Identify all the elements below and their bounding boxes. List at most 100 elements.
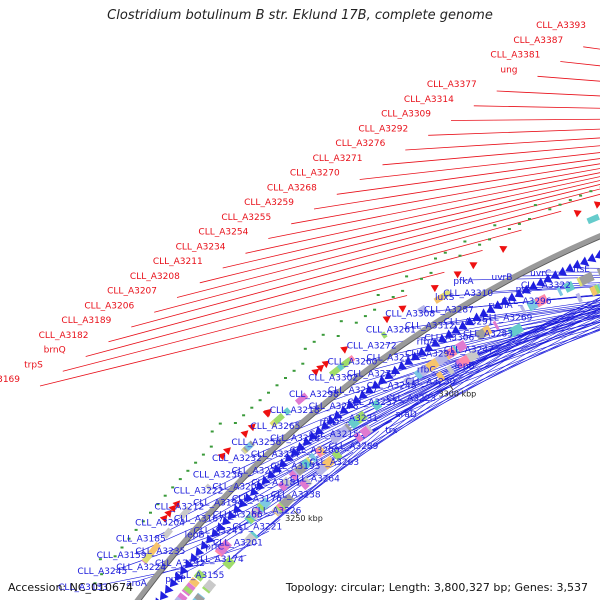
feature-block [344,423,353,432]
outer-leader-line [405,137,600,151]
inner-gene-label: ftsE [573,265,590,275]
inner-leader-line [423,293,600,313]
cds-arrow [507,292,517,302]
inner-leader-line [230,339,516,502]
inner-gene-label: rfbD [320,418,340,428]
cds-arrow [238,498,248,508]
inner-gene-label: CLL_A3312 [405,321,455,331]
inner-gene-label: CLL_A3193 [270,462,320,472]
cds-arrow [431,338,441,347]
inner-gene-label: CLL_A3266 [213,511,263,521]
cds-arrow [290,447,300,457]
inner-gene-label: CLL_A3265 [251,422,301,432]
inner-leader-line [403,300,600,329]
feature-block [221,539,232,550]
cds-arrow [233,504,243,514]
gc-dot [354,321,358,324]
rna-arrow [453,271,462,279]
inner-gene-label: uvrC [530,269,551,279]
rna-arrow [593,201,600,209]
outer-gene-label: CLL_A3234 [176,242,226,252]
gc-dot [507,228,511,230]
gc-dot [120,546,124,549]
gc-dot [127,537,131,540]
inner-gene-label: CLL_A3232 [212,454,262,464]
outer-leader-line [176,188,600,298]
inner-gene-label: CLL_A3237 [347,398,397,408]
gc-dot [420,277,423,280]
rna-arrow [311,368,320,377]
outer-gene-label: trpS [24,360,43,370]
inner-gene-label: rfbC [417,366,436,376]
cds-arrow [521,284,531,294]
outer-leader-line [199,184,600,284]
outer-gene-label: CLL_A3207 [107,287,157,297]
gc-dot [405,275,409,278]
outer-leader-line [154,193,600,313]
inner-gene-label: CLL_A3264 [290,474,340,484]
gc-dot [156,503,160,506]
feature-block [203,579,217,592]
gc-dot [363,315,367,318]
gc-dot [178,478,182,481]
feature-block [458,354,471,367]
feature-block [556,286,564,297]
inner-gene-label: CLL_A3310 [443,289,493,299]
inner-gene-label: CLL_A3243 [193,527,243,537]
cds-arrow [308,431,318,441]
feature-block [575,292,583,303]
inner-leader-line [250,431,379,542]
inner-leader-line [442,302,600,325]
scale-tick-label: 3300 kbp [439,389,477,398]
feature-block [161,527,173,539]
gc-skew-dots [93,186,600,585]
cds-arrow [365,385,375,394]
rna-arrow [573,210,582,218]
cds-arrow [594,249,600,259]
rna-arrow [398,305,407,313]
rna-arrow [469,262,478,270]
inner-gene-label: CLL_A3192 [155,559,205,569]
gc-dot [218,422,222,425]
cds-arrow [514,288,524,298]
feature-block [482,324,493,336]
inner-gene-label: CLL_A3174 [194,555,244,565]
feature-block [331,449,343,461]
cds-arrow [195,546,205,556]
feature-block [435,352,449,366]
cds-arrow [160,590,169,600]
feature-block [294,464,306,476]
rna-arrow [263,409,271,418]
cds-arrow [273,464,283,474]
outer-gene-label: CLL_A3182 [39,331,89,341]
feature-block [194,593,205,600]
feature-block [403,375,415,388]
outer-leader-line [62,271,445,372]
inner-gene-label: CLL_A3133 [58,583,108,593]
inner-gene-label: CLL_A3217 [251,450,301,460]
cds-arrow [216,522,226,532]
backbone-arc [134,233,600,600]
inner-gene-label: CLL_A3228 [270,434,320,444]
gc-dot [517,222,521,225]
cds-arrow [284,453,294,462]
cds-arrow [493,300,503,310]
feature-block [216,544,228,556]
inner-leader-line [404,328,600,414]
outer-gene-label: CLL_A3377 [427,80,477,90]
gc-dot [373,308,377,311]
inner-gene-label: CLL_A3260 [328,358,378,368]
inner-leader-line [423,320,600,369]
outer-leader-line [131,210,562,328]
inner-gene-label: CLL_A3298 [289,390,339,400]
rna-arrow [321,360,330,369]
cds-arrow [458,320,468,330]
inner-gene-label: CLL_A3263 [309,458,359,468]
inner-gene-label: CLL_A3176 [232,494,282,504]
inner-leader-line [327,310,600,450]
inner-gene-label: araD [395,410,417,420]
cds-arrow [261,475,271,485]
inner-leader-line [230,297,600,474]
